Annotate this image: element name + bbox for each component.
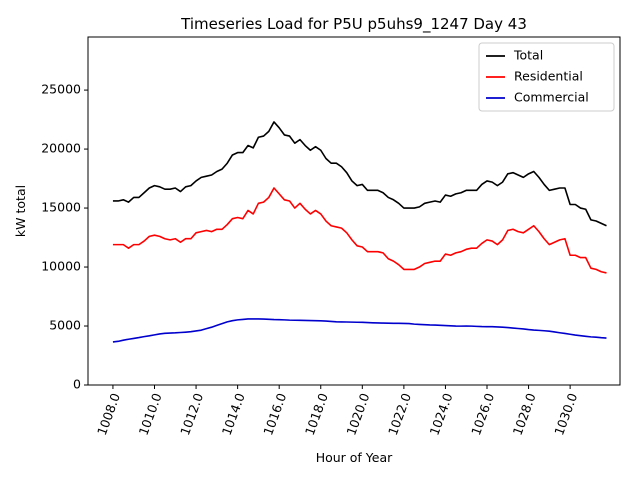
- y-axis-ticks: 0 5000 10000 15000 20000 25000: [41, 82, 88, 392]
- chart-title: Timeseries Load for P5U p5uhs9_1247 Day …: [180, 15, 527, 34]
- series-line-total: [112, 121, 607, 227]
- x-axis-label: Hour of Year: [316, 450, 393, 465]
- y-axis-label: kW total: [13, 185, 28, 237]
- legend-label-commercial: Commercial: [514, 90, 589, 105]
- y-tick-label: 25000: [41, 82, 81, 97]
- legend-label-residential: Residential: [514, 69, 583, 84]
- legend-box: [478, 42, 615, 112]
- y-tick-label: 15000: [41, 200, 81, 215]
- legend: Total Residential Commercial: [478, 42, 615, 112]
- plot-frame: [87, 36, 621, 386]
- series-line-residential: [112, 187, 607, 274]
- y-tick-label: 0: [73, 377, 81, 392]
- y-tick-label: 20000: [41, 141, 81, 156]
- legend-label-total: Total: [513, 48, 543, 63]
- y-tick-label: 5000: [49, 318, 81, 333]
- y-tick-label: 10000: [41, 259, 81, 274]
- legend-items: Total Residential Commercial: [486, 48, 589, 105]
- series-line-commercial: [112, 318, 607, 343]
- series-layer: [112, 121, 607, 343]
